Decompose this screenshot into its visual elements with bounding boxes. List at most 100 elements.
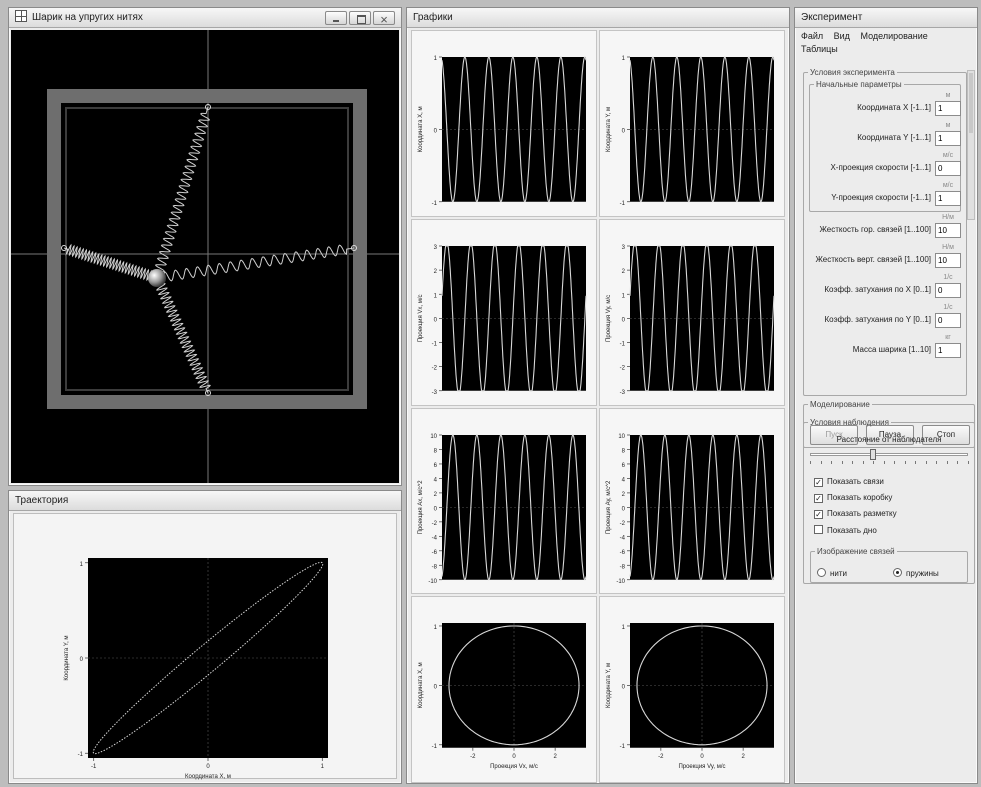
- radio-thread-indicator[interactable]: [817, 568, 826, 577]
- param-input[interactable]: [935, 343, 961, 358]
- y-tick-label: -10: [428, 578, 437, 584]
- menu-tables[interactable]: Таблицы: [801, 44, 838, 54]
- slider-tick: [915, 461, 917, 464]
- y-tick-label: 0: [622, 685, 626, 691]
- modeling-legend: Моделирование: [810, 400, 870, 409]
- x-tick-label: 0: [700, 754, 704, 760]
- spring-anchor: [205, 104, 211, 110]
- graph-panel: 3 2 1 0 -1 -2 -3 Проекция Vy, м/с: [599, 218, 785, 406]
- y-tick-label: 0: [622, 128, 626, 134]
- param-label: Жесткость гор. связей [1..100]: [819, 225, 931, 234]
- y-axis-label: Проекция Vy, м/с: [606, 295, 612, 342]
- checkbox-row[interactable]: ✓ Показать связи: [814, 477, 884, 487]
- scene-titlebar[interactable]: Шарик на упругих нитях: [9, 8, 401, 28]
- checkbox-row[interactable]: ✓ Показать разметку: [814, 509, 897, 519]
- y-axis-label: Проекция Vx, м/с: [418, 294, 424, 342]
- y-tick-label: -1: [620, 201, 626, 207]
- y-tick-label: -1: [620, 341, 626, 347]
- series-line: [629, 56, 775, 203]
- x-axis-label: Проекция Vx, м/с: [490, 764, 538, 770]
- param-row: 1/с Коэфф. затухания по X [0..1]: [797, 274, 961, 302]
- y-tick-label: 4: [622, 477, 626, 483]
- experiment-titlebar[interactable]: Эксперимент: [795, 8, 977, 28]
- graph-panel: 10 8 6 4 2 0 -2 -4 -6 -8 -10 Проекция Ax, м/с^2: [411, 407, 597, 595]
- param-row: м Координата X [-1..1]: [811, 92, 961, 120]
- conditions-group: Условия эксперимента: [803, 68, 967, 396]
- radio-thread[interactable]: нити: [817, 568, 847, 578]
- distance-slider[interactable]: [810, 449, 969, 465]
- observation-box: Условия наблюдения Расстояние от наблюда…: [803, 418, 975, 584]
- menu-file[interactable]: Файл: [801, 31, 824, 41]
- y-tick-label: 1: [434, 56, 438, 62]
- radio-spring-indicator[interactable]: [893, 568, 902, 577]
- slider-tick: [936, 461, 938, 464]
- checkbox[interactable]: ✓: [814, 478, 823, 487]
- graphs-titlebar[interactable]: Графики: [407, 8, 789, 28]
- slider-tick: [957, 461, 959, 464]
- spring-anchor: [61, 245, 67, 251]
- minimize-icon[interactable]: [325, 11, 347, 25]
- radio-thread-label: нити: [830, 569, 848, 578]
- trajectory-titlebar[interactable]: Траектория: [9, 491, 401, 511]
- y-tick-label: -2: [620, 520, 626, 526]
- param-input[interactable]: [935, 223, 961, 238]
- y-tick-label: 0: [434, 506, 438, 512]
- y-tick-label: 2: [434, 269, 438, 275]
- param-label: Жесткость верт. связей [1..100]: [815, 255, 932, 264]
- radio-spring[interactable]: пружины: [893, 568, 939, 578]
- checkbox-row[interactable]: ✓ Показать коробку: [814, 493, 892, 503]
- param-input[interactable]: [935, 161, 961, 176]
- y-tick-label: 8: [622, 448, 626, 454]
- checkbox[interactable]: ✓: [814, 510, 823, 519]
- graph-panel: 10 8 6 4 2 0 -2 -4 -6 -8 -10 Проекция Ay, м/с^2: [599, 407, 785, 595]
- start-button[interactable]: Пуск: [810, 425, 858, 445]
- y-tick-label: -3: [432, 390, 438, 396]
- stop-button[interactable]: Стоп: [922, 425, 970, 445]
- y-tick-label: 2: [622, 491, 626, 497]
- trajectory-plot: 1 0 -1 -1 0 1 Координата Y, м Координата X, м: [13, 513, 397, 780]
- scene-window-title: Шарик на упругих нитях: [32, 12, 143, 23]
- y-tick-label: 10: [430, 434, 437, 440]
- param-input[interactable]: [935, 313, 961, 328]
- checkbox[interactable]: ✓: [814, 494, 823, 503]
- param-input[interactable]: [935, 253, 961, 268]
- y-tick-label: -2: [432, 520, 438, 526]
- slider-tick: [831, 461, 833, 464]
- x-tick-label: -2: [470, 754, 476, 760]
- checkbox-row[interactable]: Показать дно: [814, 525, 877, 535]
- pause-button[interactable]: Пауза: [866, 425, 914, 445]
- checkbox[interactable]: [814, 525, 823, 534]
- trajectory-window-title: Траектория: [15, 495, 69, 506]
- menu-modeling[interactable]: Моделирование: [860, 31, 928, 41]
- y-tick-label: -3: [620, 390, 626, 396]
- param-input[interactable]: [935, 131, 961, 146]
- slider-tick: [820, 461, 822, 464]
- close-icon[interactable]: [373, 10, 395, 27]
- y-axis-label: Координата Y, м: [606, 107, 612, 152]
- x-tick-label: 0: [512, 754, 516, 760]
- y-tick-label: 0: [434, 128, 438, 134]
- scene-canvas[interactable]: [11, 30, 399, 483]
- y-tick-label: 1: [622, 293, 626, 299]
- slider-tick: [946, 461, 948, 464]
- param-label: Коэфф. затухания по X [0..1]: [824, 285, 931, 294]
- y-tick-label: 1: [434, 293, 438, 299]
- maximize-icon[interactable]: [349, 11, 371, 25]
- param-input[interactable]: [935, 283, 961, 298]
- graphs-window-title: Графики: [413, 12, 453, 23]
- y-axis-label: Координата Y, м: [64, 635, 70, 680]
- param-input[interactable]: [935, 191, 961, 206]
- graph-chart: 1 0 -1 -2 0 2 Координата Y, м Проекция Vy, м/с: [606, 623, 774, 770]
- series-line: [629, 245, 775, 392]
- y-tick-label: 1: [434, 625, 438, 631]
- trajectory-chart: 1 0 -1 -1 0 1 Координата Y, м Координата X, м: [64, 558, 328, 780]
- y-tick-label: 6: [434, 462, 438, 468]
- panel-scrollbar[interactable]: [967, 70, 975, 220]
- param-input[interactable]: [935, 101, 961, 116]
- series-line: [441, 245, 587, 392]
- y-tick-label: -1: [432, 744, 438, 750]
- series-line: [629, 433, 775, 580]
- menu-view[interactable]: Вид: [833, 31, 850, 41]
- slider-thumb[interactable]: [870, 449, 877, 460]
